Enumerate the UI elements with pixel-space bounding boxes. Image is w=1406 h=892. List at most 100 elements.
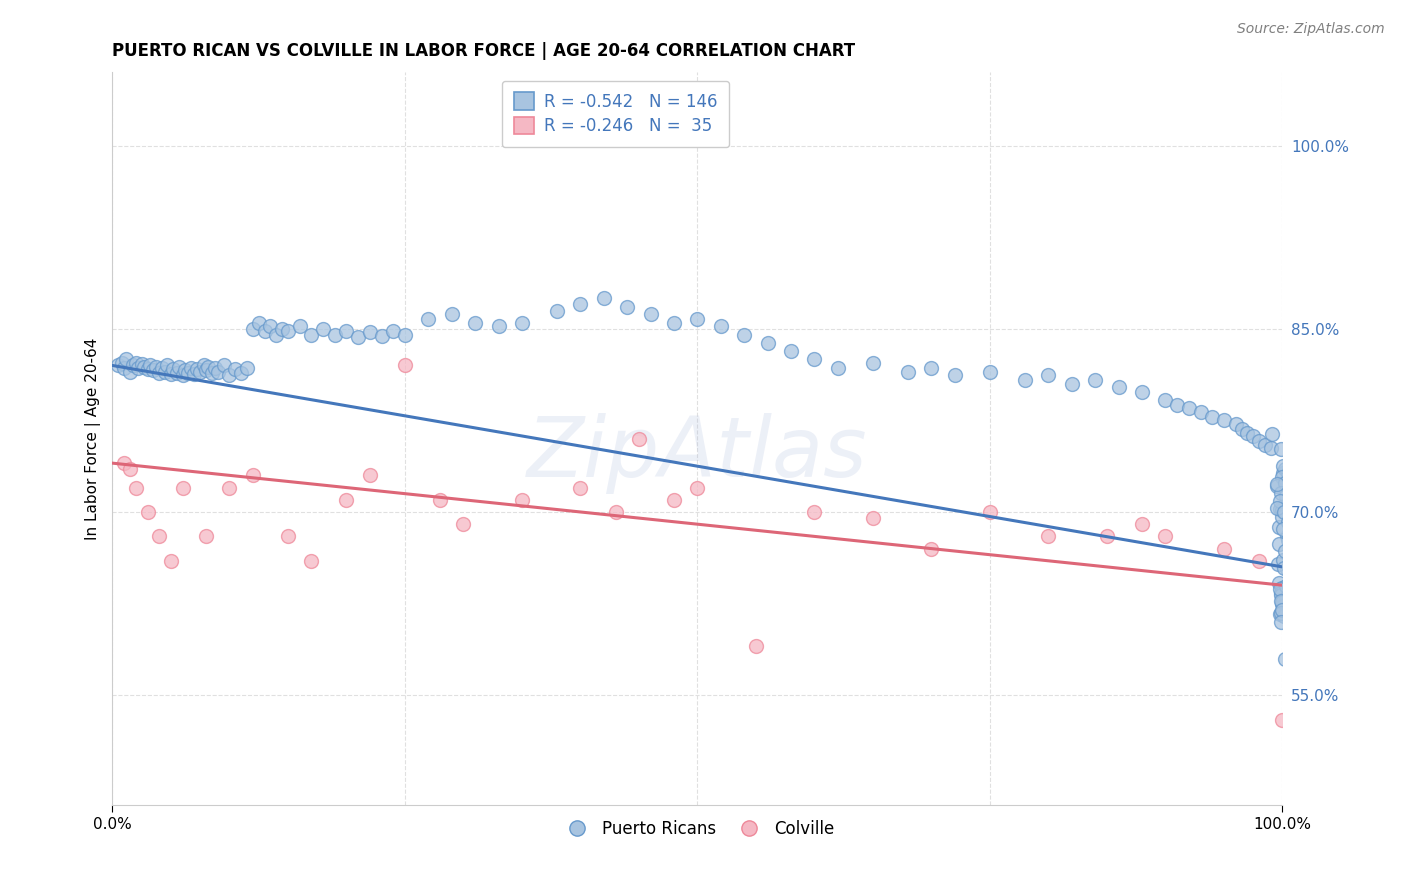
Point: [510, 492, 533, 507]
Point: [1277, 533, 1299, 547]
Point: [236, 360, 259, 375]
Point: [1241, 429, 1264, 443]
Point: [1260, 426, 1282, 441]
Point: [1213, 541, 1236, 556]
Point: [453, 517, 475, 532]
Point: [156, 359, 179, 373]
Legend: Puerto Ricans, Colville: Puerto Ricans, Colville: [554, 813, 841, 845]
Point: [172, 481, 194, 495]
Point: [1270, 585, 1292, 599]
Point: [569, 297, 592, 311]
Point: [183, 367, 205, 381]
Point: [323, 327, 346, 342]
Point: [131, 357, 153, 371]
Point: [195, 529, 218, 543]
Point: [1272, 599, 1295, 614]
Point: [1095, 529, 1118, 543]
Point: [299, 327, 322, 342]
Point: [207, 365, 229, 379]
Point: [464, 316, 486, 330]
Point: [1271, 459, 1294, 474]
Point: [188, 365, 211, 379]
Point: [1267, 476, 1289, 491]
Point: [107, 359, 129, 373]
Point: [1230, 422, 1253, 436]
Point: [1225, 417, 1247, 431]
Point: [186, 362, 208, 376]
Point: [510, 316, 533, 330]
Point: [1254, 438, 1277, 452]
Point: [1270, 485, 1292, 500]
Point: [277, 529, 299, 543]
Point: [1270, 615, 1292, 629]
Point: [288, 319, 311, 334]
Point: [1038, 529, 1060, 543]
Point: [780, 343, 803, 358]
Point: [277, 324, 299, 338]
Point: [118, 365, 141, 379]
Point: [335, 492, 357, 507]
Point: [1274, 652, 1296, 666]
Point: [440, 307, 463, 321]
Point: [862, 511, 884, 525]
Point: [627, 432, 650, 446]
Point: [1154, 392, 1177, 407]
Point: [224, 362, 246, 376]
Point: [122, 359, 145, 373]
Point: [979, 365, 1001, 379]
Point: [1265, 500, 1288, 515]
Point: [1271, 503, 1294, 517]
Point: [662, 316, 685, 330]
Point: [195, 363, 218, 377]
Point: [394, 359, 416, 373]
Point: [264, 327, 287, 342]
Point: [247, 316, 270, 330]
Point: [1277, 515, 1299, 529]
Point: [686, 312, 709, 326]
Point: [136, 362, 159, 376]
Point: [1249, 554, 1271, 568]
Point: [1236, 425, 1258, 440]
Point: [429, 492, 451, 507]
Point: [160, 367, 183, 381]
Point: [139, 359, 162, 373]
Point: [1130, 517, 1153, 532]
Point: [569, 481, 592, 495]
Y-axis label: In Labor Force | Age 20-64: In Labor Force | Age 20-64: [86, 337, 101, 540]
Point: [1272, 608, 1295, 623]
Point: [1274, 579, 1296, 593]
Point: [1272, 466, 1295, 480]
Point: [177, 366, 200, 380]
Point: [1271, 581, 1294, 595]
Point: [1271, 582, 1294, 596]
Point: [259, 319, 281, 334]
Point: [1271, 595, 1294, 609]
Point: [686, 481, 709, 495]
Point: [142, 363, 165, 377]
Point: [1274, 544, 1296, 558]
Point: [1271, 510, 1294, 524]
Text: Source: ZipAtlas.com: Source: ZipAtlas.com: [1237, 22, 1385, 37]
Point: [382, 324, 405, 338]
Point: [897, 365, 920, 379]
Point: [125, 356, 148, 370]
Point: [167, 359, 190, 374]
Point: [347, 330, 370, 344]
Point: [662, 492, 685, 507]
Point: [1201, 409, 1223, 424]
Point: [1268, 502, 1291, 516]
Point: [166, 366, 188, 380]
Point: [1274, 462, 1296, 476]
Point: [1108, 380, 1130, 394]
Point: [1271, 469, 1294, 483]
Point: [803, 352, 825, 367]
Point: [1268, 607, 1291, 621]
Point: [546, 303, 568, 318]
Point: [162, 362, 184, 376]
Point: [1275, 591, 1298, 605]
Point: [1213, 413, 1236, 427]
Point: [710, 319, 733, 334]
Point: [1267, 557, 1289, 571]
Point: [1272, 523, 1295, 537]
Point: [1268, 576, 1291, 591]
